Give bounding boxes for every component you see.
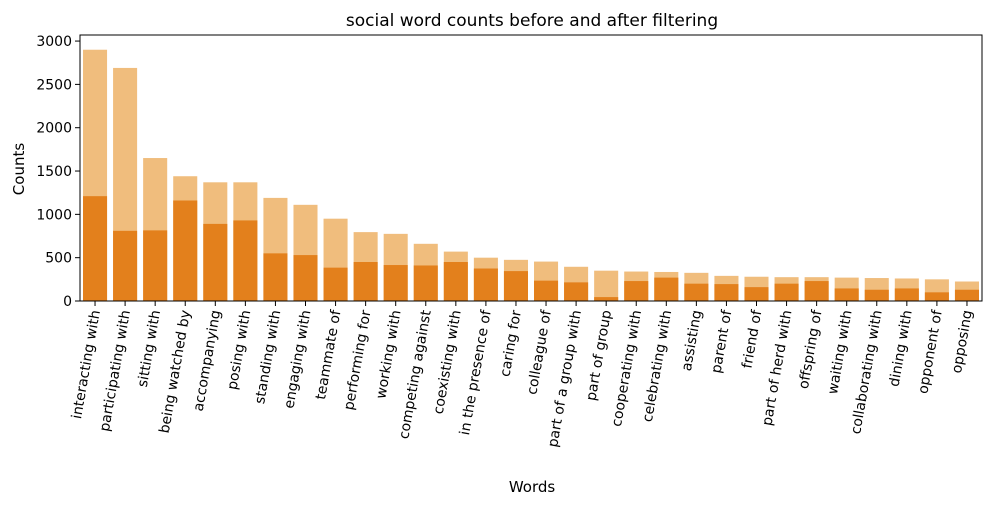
- bar-series2-26: [834, 288, 859, 301]
- bar-series2-22: [714, 284, 739, 301]
- y-axis-label: Counts: [10, 143, 28, 196]
- bar-series2-24: [774, 283, 799, 301]
- bar-series2-12: [413, 265, 438, 301]
- x-tick-label: engaging with: [281, 309, 314, 410]
- bar-series2-11: [383, 265, 408, 301]
- bar-series2-3: [143, 230, 168, 301]
- bar-series2-14: [473, 268, 498, 301]
- x-tick-label: cooperating with: [609, 309, 645, 428]
- bar-series2-10: [353, 262, 378, 301]
- y-tick-label: 3000: [36, 34, 72, 50]
- x-tick-label: being watched by: [157, 309, 194, 435]
- y-tick-label: 0: [63, 294, 72, 310]
- x-tick-label: part of group: [583, 309, 615, 402]
- bar-series2-19: [624, 281, 649, 301]
- bar-series2-8: [293, 255, 318, 301]
- bar-series2-4: [173, 200, 198, 301]
- bar-series2-5: [203, 223, 228, 301]
- x-tick-label: caring for: [497, 309, 525, 378]
- x-tick-label: opposing: [949, 309, 976, 375]
- bar-series2-16: [534, 280, 559, 301]
- x-tick-label: in the presence of: [457, 308, 495, 437]
- x-tick-label: collaborating with: [848, 309, 886, 436]
- bar-series2-2: [113, 230, 138, 301]
- bar-series2-27: [864, 289, 889, 301]
- x-tick-label: waiting with: [825, 309, 856, 396]
- bar-series2-6: [233, 220, 258, 301]
- x-tick-label: celebrating with: [640, 309, 675, 423]
- bar-series2-17: [564, 282, 589, 301]
- x-tick-label: opponent of: [915, 308, 946, 395]
- y-tick-label: 1000: [36, 207, 72, 223]
- bar-series1-18: [594, 270, 619, 301]
- bar-series2-20: [654, 277, 679, 301]
- x-tick-label: interacting with: [69, 309, 104, 420]
- bar-series2-29: [924, 292, 949, 301]
- plot-frame: [79, 34, 983, 302]
- x-tick-label: performing for: [341, 309, 374, 412]
- bar-series2-18: [594, 297, 619, 301]
- x-tick-label: colleague of: [524, 308, 555, 396]
- x-tick-label: friend of: [739, 308, 765, 370]
- x-tick-label: part of herd with: [759, 309, 795, 427]
- bar-series2-13: [443, 262, 468, 301]
- y-tick-label: 2000: [36, 121, 72, 137]
- x-tick-label: working with: [373, 309, 404, 400]
- bar-series2-28: [894, 288, 919, 301]
- bar-series2-21: [684, 283, 709, 301]
- bar-series2-25: [804, 281, 829, 301]
- x-axis-label: Words: [509, 478, 556, 496]
- x-tick-label: assisting: [679, 309, 705, 372]
- bars-layer: [83, 49, 979, 302]
- bar-series2-9: [323, 267, 348, 301]
- y-tick-label: 1500: [36, 164, 72, 180]
- x-tick-label: accompanying: [191, 309, 225, 413]
- chart-title: social word counts before and after filt…: [346, 11, 718, 31]
- x-tick-label: teammate of: [313, 308, 345, 401]
- x-tick-label: competing against: [396, 308, 435, 440]
- bar-series2-30: [954, 289, 979, 301]
- x-tick-label: coexisting with: [431, 309, 465, 416]
- x-tick-label: posing with: [225, 309, 255, 391]
- bar-series2-7: [263, 253, 288, 301]
- x-tick-label: sitting with: [135, 309, 164, 389]
- y-tick-label: 500: [45, 251, 72, 267]
- x-tick-label: participating with: [97, 309, 134, 433]
- x-tick-label: dining with: [887, 309, 916, 388]
- y-tick-label: 2500: [36, 77, 72, 93]
- bar-series2-1: [83, 196, 108, 301]
- bar-series2-15: [503, 271, 528, 301]
- x-tick-label: parent of: [709, 308, 736, 375]
- x-tick-label: offspring of: [796, 308, 826, 390]
- bar-series2-23: [744, 287, 769, 301]
- x-tick-label: standing with: [252, 309, 284, 405]
